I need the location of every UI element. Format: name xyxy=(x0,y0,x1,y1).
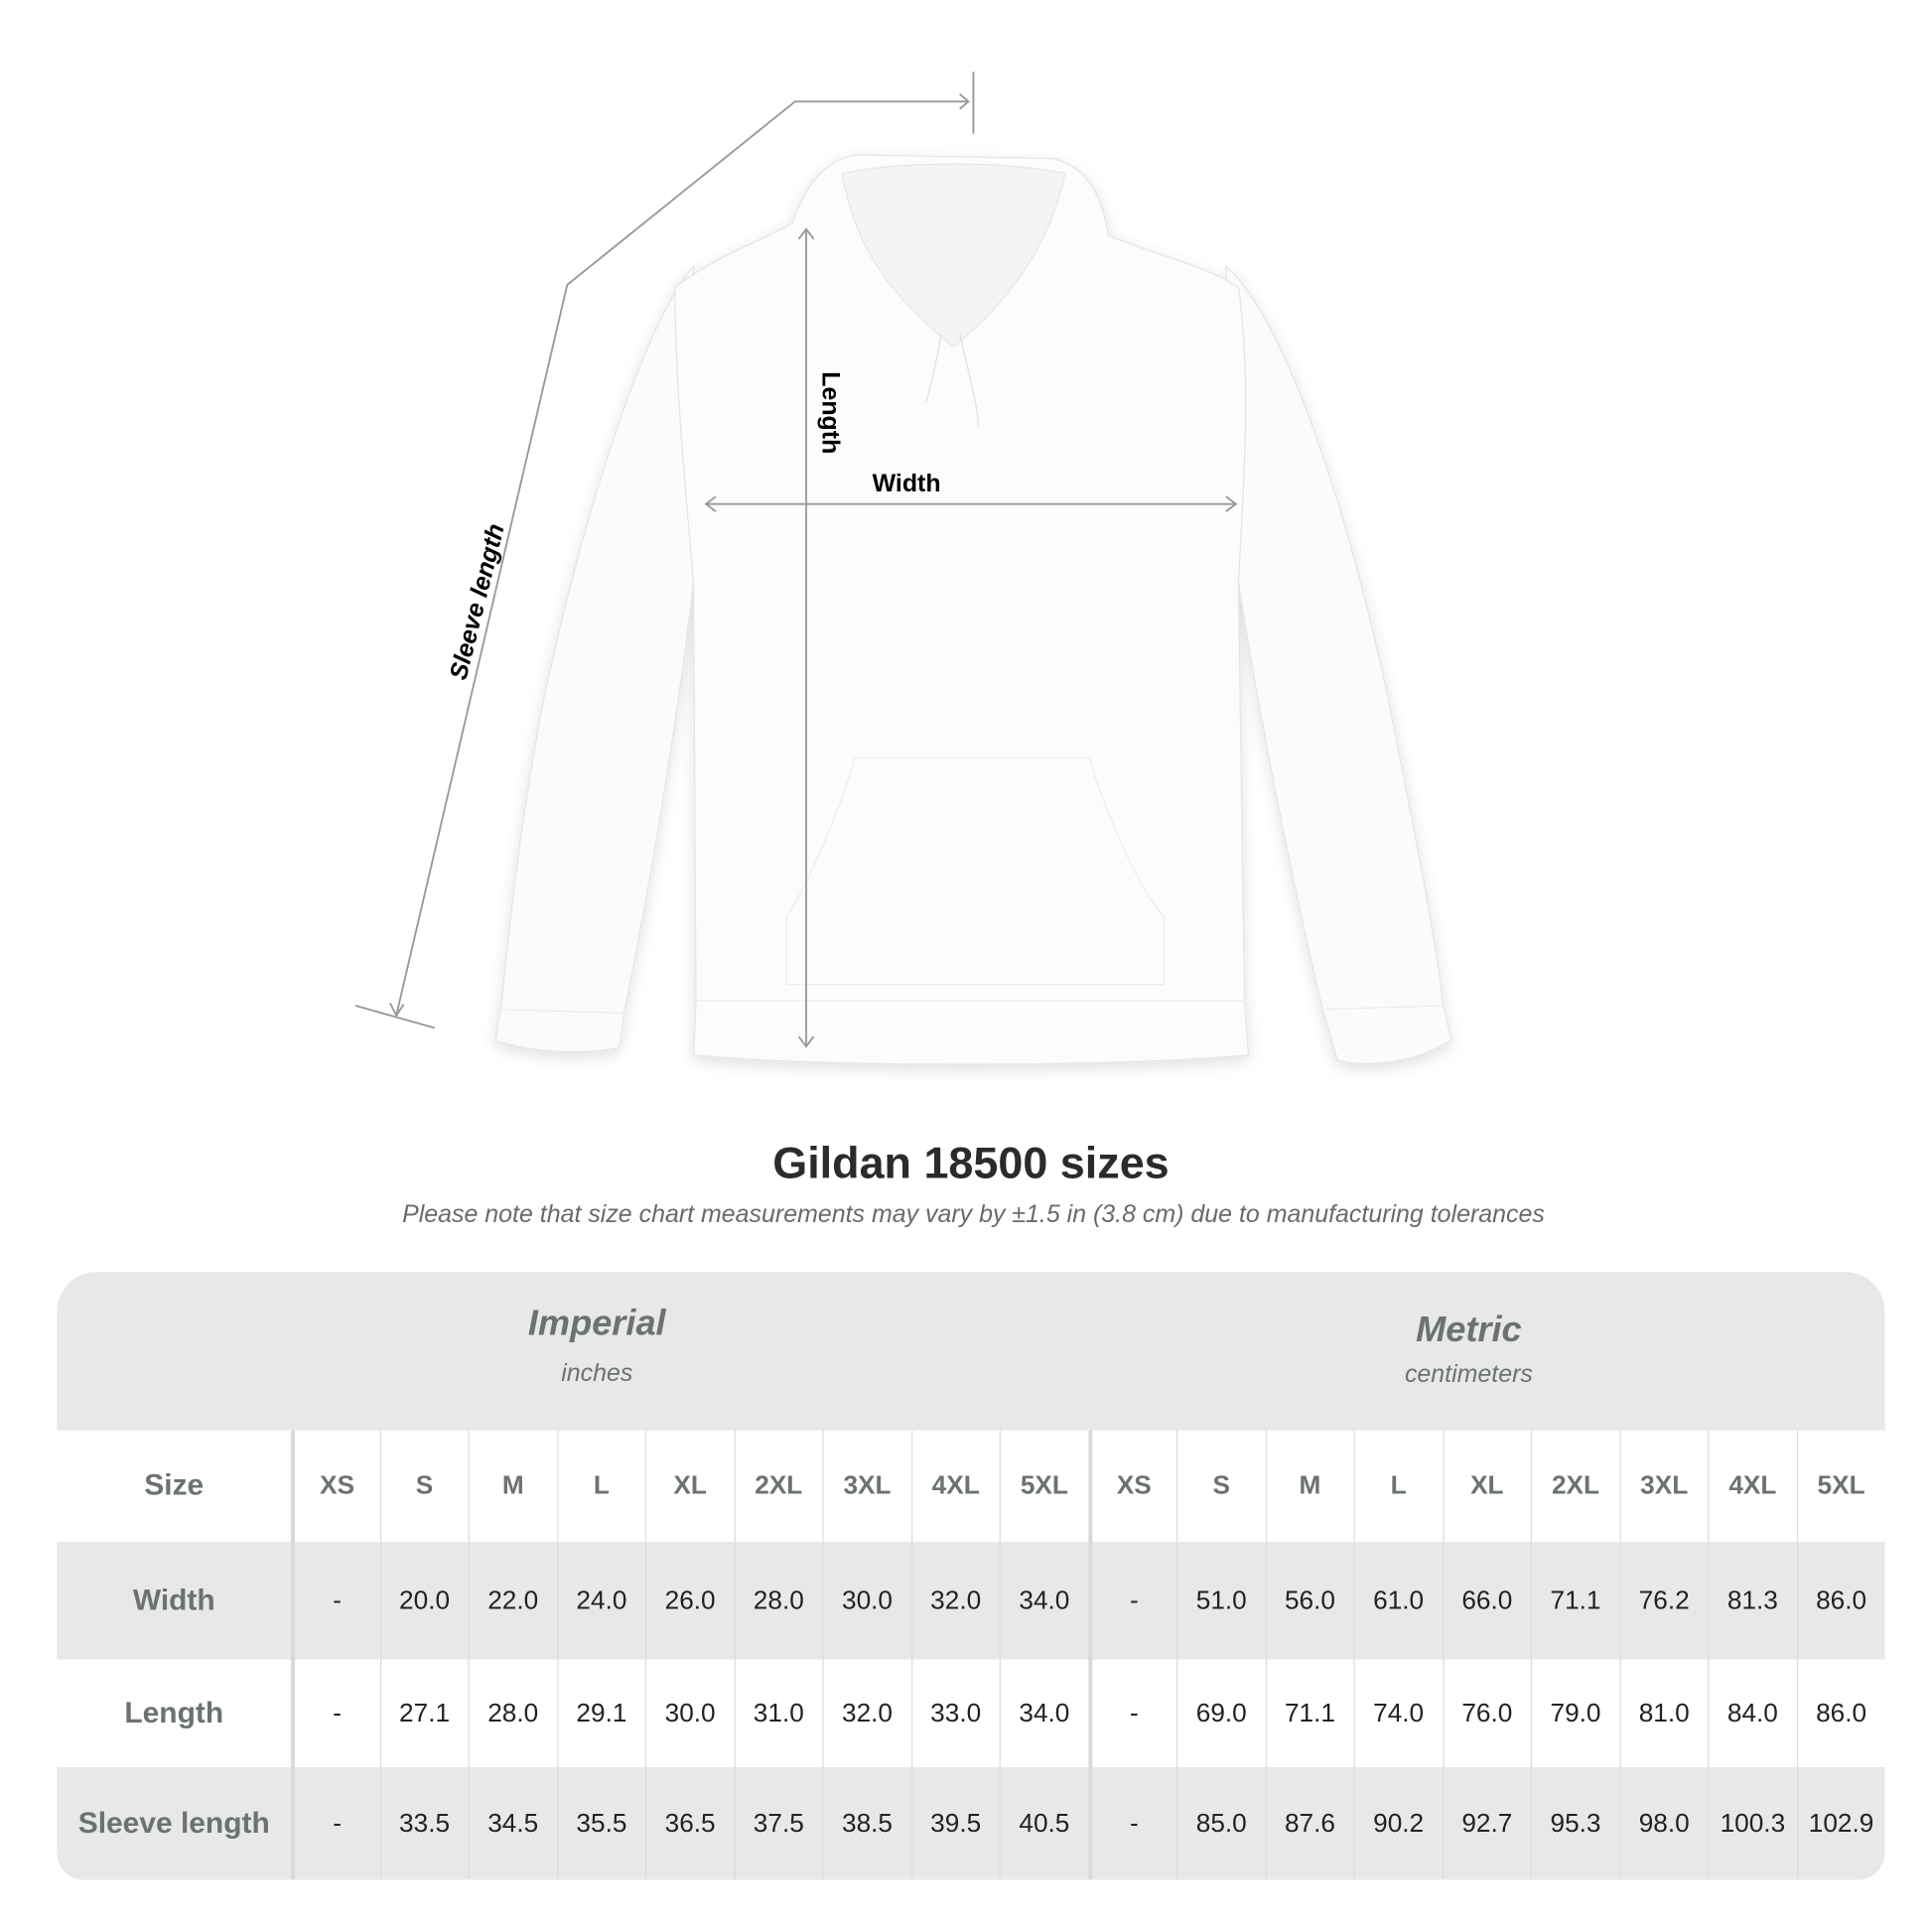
metric-value-cell: 102.9 xyxy=(1796,1767,1884,1880)
imperial-value-cell: 38.5 xyxy=(822,1767,910,1880)
metric-value-cell: 98.0 xyxy=(1618,1767,1708,1880)
table-row-length: Length -27.1 28.0 29.1 30.0 31.0 32.0 33.0 34.0-… xyxy=(57,1659,1884,1768)
metric-size-header: S xyxy=(1176,1430,1265,1543)
metric-value-cell: 90.2 xyxy=(1353,1767,1442,1880)
metric-size-header: XL xyxy=(1442,1430,1531,1543)
imperial-value-cell: 29.1 xyxy=(556,1659,645,1768)
tolerance-note: Please note that size chart measurements… xyxy=(402,1200,1545,1229)
imperial-size-header: 2XL xyxy=(734,1430,822,1543)
row-label: Size xyxy=(144,1468,205,1503)
metric-value-cell: 86.0 xyxy=(1796,1542,1884,1660)
imperial-value-cell: 27.1 xyxy=(379,1659,468,1768)
imperial-value-cell: 33.5 xyxy=(379,1767,468,1880)
imperial-value-cell: 32.0 xyxy=(822,1659,910,1768)
imperial-value-cell: 20.0 xyxy=(379,1542,468,1660)
imperial-size-header: 4XL xyxy=(910,1430,999,1543)
size-header-row: Size XS S M L XL 2XL 3XL 4XL 5XL XS S M L XL 2XL 3XL 4XL 5… xyxy=(57,1430,1884,1543)
metric-value-cell: 74.0 xyxy=(1353,1659,1442,1768)
imperial-size-header: 5XL xyxy=(999,1430,1088,1543)
imperial-value-cell: 22.0 xyxy=(468,1542,557,1660)
imperial-value-cell: 40.5 xyxy=(999,1767,1088,1880)
metric-value-cell: - xyxy=(1087,1542,1176,1660)
metric-value-cell: 51.0 xyxy=(1176,1542,1265,1660)
imperial-header: Imperial inches xyxy=(349,1305,845,1389)
imperial-value-cell: 39.5 xyxy=(910,1767,999,1880)
imperial-unit: inches xyxy=(561,1359,633,1388)
metric-unit: centimeters xyxy=(1404,1360,1533,1389)
metric-size-header: 3XL xyxy=(1618,1430,1708,1543)
hoodie-diagram: Length Width Sleeve length xyxy=(354,71,1452,1065)
sleeve-length-measure-line xyxy=(354,71,975,1030)
metric-value-cell: 71.1 xyxy=(1265,1659,1353,1768)
metric-value-cell: 84.0 xyxy=(1708,1659,1796,1768)
imperial-size-header: M xyxy=(468,1430,557,1543)
metric-value-cell: 100.3 xyxy=(1708,1767,1796,1880)
metric-value-cell: 81.3 xyxy=(1708,1542,1796,1660)
imperial-title: Imperial xyxy=(527,1304,666,1344)
imperial-value-cell: 35.5 xyxy=(556,1767,645,1880)
metric-value-cell: 61.0 xyxy=(1353,1542,1442,1660)
length-measure-line xyxy=(797,227,815,1048)
metric-size-header: 4XL xyxy=(1708,1430,1796,1543)
imperial-value-cell: 36.5 xyxy=(644,1767,734,1880)
metric-size-header: XS xyxy=(1087,1430,1176,1543)
metric-value-cell: 92.7 xyxy=(1442,1767,1531,1880)
row-label: Width xyxy=(132,1583,215,1617)
size-table: Imperial inches Metric centimeters Size X… xyxy=(57,1272,1885,1880)
metric-value-cell: 66.0 xyxy=(1442,1542,1531,1660)
metric-value-cell: - xyxy=(1087,1767,1176,1880)
metric-size-header: 5XL xyxy=(1796,1430,1884,1543)
metric-value-cell: 79.0 xyxy=(1530,1659,1619,1768)
imperial-value-cell: 37.5 xyxy=(734,1767,822,1880)
metric-value-cell: 76.0 xyxy=(1442,1659,1531,1768)
hoodie-image xyxy=(494,154,1452,1065)
metric-value-cell: 87.6 xyxy=(1265,1767,1353,1880)
imperial-value-cell: 28.0 xyxy=(734,1542,822,1660)
row-label: Length xyxy=(124,1696,224,1729)
imperial-value-cell: 24.0 xyxy=(556,1542,645,1660)
imperial-size-header: S xyxy=(379,1430,468,1543)
imperial-size-header: L xyxy=(556,1430,645,1543)
imperial-value-cell: 33.0 xyxy=(910,1659,999,1768)
metric-value-cell: 86.0 xyxy=(1796,1659,1884,1768)
table-row-width: Width -20.0 22.0 24.0 26.0 28.0 30.0 32.0 34.0-5… xyxy=(57,1542,1885,1660)
metric-size-header: 2XL xyxy=(1530,1430,1619,1543)
imperial-value-cell: 34.0 xyxy=(999,1659,1088,1768)
imperial-value-cell: 32.0 xyxy=(910,1542,999,1660)
imperial-size-header: XL xyxy=(644,1430,734,1543)
imperial-size-header: XS xyxy=(291,1430,379,1543)
metric-value-cell: - xyxy=(1087,1659,1176,1768)
imperial-value-cell: 26.0 xyxy=(644,1542,734,1660)
imperial-value-cell: - xyxy=(291,1767,379,1880)
imperial-value-cell: - xyxy=(291,1542,379,1660)
imperial-value-cell: 34.5 xyxy=(468,1767,557,1880)
metric-value-cell: 69.0 xyxy=(1176,1659,1265,1768)
imperial-value-cell: 31.0 xyxy=(734,1659,822,1768)
metric-size-header: L xyxy=(1353,1430,1442,1543)
table-header-band: Imperial inches Metric centimeters xyxy=(57,1272,1885,1431)
width-measure-line xyxy=(704,495,1238,512)
length-label: Length xyxy=(816,371,844,454)
metric-title: Metric xyxy=(1416,1310,1522,1350)
metric-size-header: M xyxy=(1265,1430,1353,1543)
metric-value-cell: 76.2 xyxy=(1618,1542,1708,1660)
width-label: Width xyxy=(873,470,941,497)
table-row-sleeve-length: Sleeve length -33.5 34.5 35.5 36.5 37.5 38.5 39… xyxy=(57,1767,1885,1880)
metric-value-cell: 56.0 xyxy=(1265,1542,1353,1660)
imperial-value-cell: 28.0 xyxy=(468,1659,557,1768)
imperial-size-header: 3XL xyxy=(822,1430,910,1543)
chart-title: Gildan 18500 sizes xyxy=(772,1137,1170,1188)
row-label: Sleeve length xyxy=(77,1806,270,1841)
imperial-value-cell: 30.0 xyxy=(822,1542,910,1660)
imperial-value-cell: 30.0 xyxy=(644,1659,734,1768)
metric-value-cell: 85.0 xyxy=(1176,1767,1265,1880)
imperial-value-cell: - xyxy=(291,1659,379,1768)
imperial-value-cell: 34.0 xyxy=(999,1542,1088,1660)
metric-header: Metric centimeters xyxy=(1221,1311,1717,1390)
metric-value-cell: 81.0 xyxy=(1618,1659,1708,1768)
metric-value-cell: 71.1 xyxy=(1530,1542,1619,1660)
sleeve-length-label: Sleeve length xyxy=(445,521,510,683)
metric-value-cell: 95.3 xyxy=(1530,1767,1619,1880)
